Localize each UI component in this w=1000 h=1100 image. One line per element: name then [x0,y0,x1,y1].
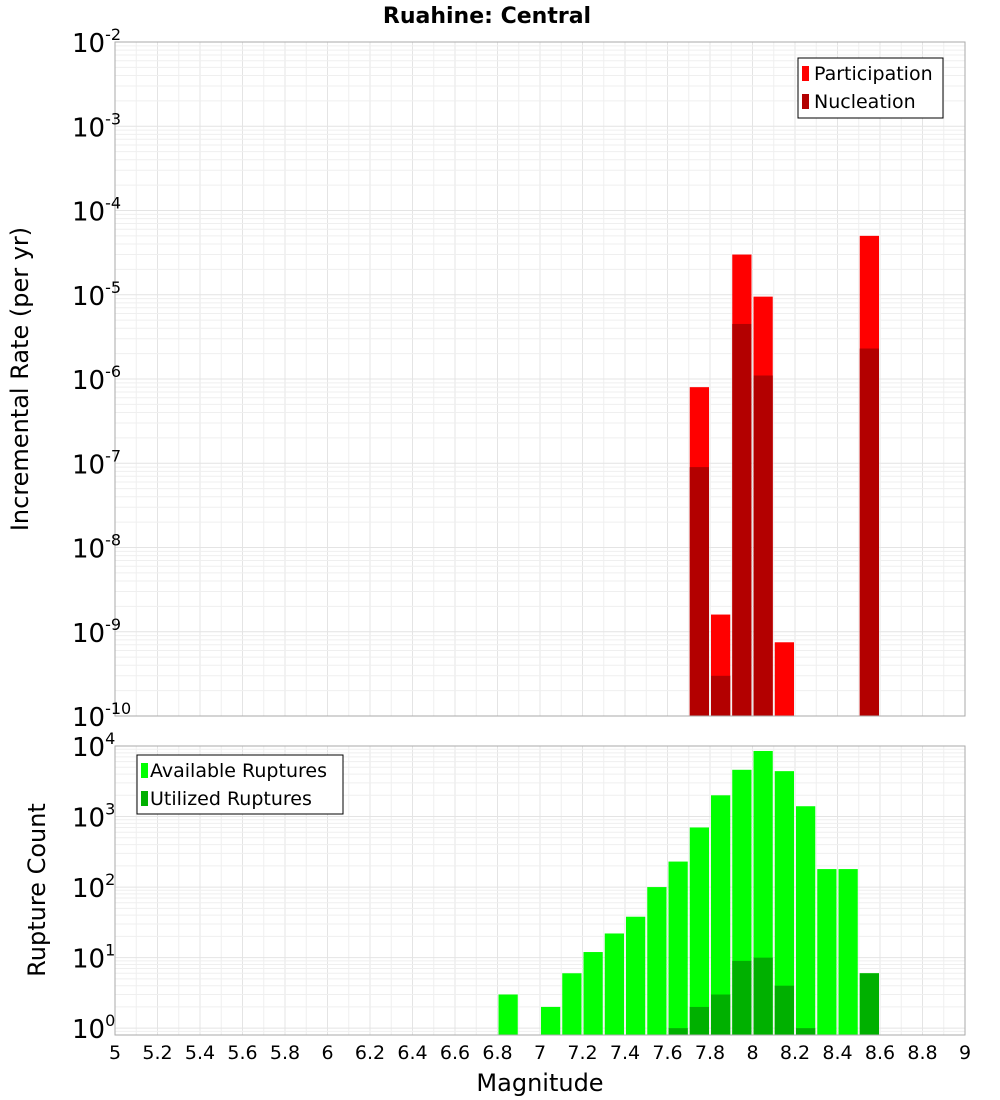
count-plot-frame [114,745,966,1036]
rate-y-ticks: 10-10 10-9 10-8 10-7 10-6 10-5 10-4 10-3 10-2 [72,25,131,733]
rate-legend: Participation Nucleation [797,57,944,119]
available-ruptures-bar [796,806,816,1035]
y-tick-label: 10-3 [72,109,121,143]
available-ruptures-bar [604,933,624,1035]
utilized-ruptures-bar [689,1006,709,1035]
y-tick-label: 10-5 [72,278,121,312]
legend-swatch-participation [802,66,809,81]
magnitude-x-ticks: 5 5.2 5.4 5.6 5.8 6 6.2 6.4 6.6 6.8 7 7.2 7.4 7.6 7.8 8… [109,1042,971,1064]
nucleation-bar [711,675,731,716]
available-ruptures-bar [626,916,646,1035]
available-ruptures-bar [838,869,858,1035]
chart-title: Ruahine: Central [383,4,591,29]
x-tick-label: 5.2 [142,1042,172,1064]
y-tick-label: 101 [72,941,115,975]
y-tick-label: 100 [72,1011,115,1045]
legend-swatch-available [141,763,148,778]
x-tick-label: 6.8 [482,1042,512,1064]
x-tick-label: 8.2 [780,1042,810,1064]
y-tick-label: 10-7 [72,446,121,480]
rate-plot-frame [114,41,966,717]
x-tick-label: 6.6 [440,1042,470,1064]
y-tick-label: 10-9 [72,615,121,649]
available-ruptures-bar [541,1006,561,1035]
utilized-ruptures-bar [859,973,879,1035]
utilized-ruptures-bar [711,994,731,1035]
x-axis-label: Magnitude [476,1069,603,1097]
count-y-axis-label: Rupture Count [23,803,51,977]
x-tick-label: 7.2 [567,1042,597,1064]
available-ruptures-bar [817,869,837,1035]
available-ruptures-bar [498,994,518,1035]
legend-label-available: Available Ruptures [150,760,327,782]
legend-label-utilized: Utilized Ruptures [150,788,312,810]
available-ruptures-bar [647,887,667,1035]
utilized-ruptures-bar [774,985,794,1035]
rate-panel: 10-10 10-9 10-8 10-7 10-6 10-5 10-4 10-3 10-2 In… [6,25,966,733]
available-ruptures-bar [668,861,688,1035]
x-tick-label: 8.6 [865,1042,895,1064]
rate-bars [689,235,879,717]
x-tick-label: 6.2 [355,1042,385,1064]
count-legend: Available Ruptures Utilized Ruptures [136,754,344,815]
nucleation-bar [859,348,879,716]
rate-grid [114,42,966,717]
x-tick-label: 7.8 [695,1042,725,1064]
x-tick-label: 8 [746,1042,758,1064]
nucleation-bar [689,467,709,716]
legend-label-participation: Participation [814,63,933,85]
nucleation-bar [753,375,773,716]
x-tick-label: 6 [321,1042,333,1064]
x-tick-label: 8.8 [907,1042,937,1064]
utilized-ruptures-bar [796,1028,816,1035]
y-tick-label: 10-4 [72,194,121,228]
available-ruptures-bar [562,973,582,1035]
available-ruptures-bar [583,952,603,1035]
count-panel: 100 101 102 103 104 5 5.2 5.4 5.6 5.8 6 6.2 6.4 6.6 6… [23,729,971,1097]
legend-swatch-utilized [141,791,148,806]
utilized-ruptures-bar [668,1028,688,1035]
nucleation-bar [732,323,752,716]
y-tick-label: 10-8 [72,531,121,565]
x-tick-label: 7.4 [610,1042,640,1064]
y-tick-label: 10-2 [72,25,121,59]
utilized-ruptures-bar [753,957,773,1035]
x-tick-label: 7 [534,1042,546,1064]
x-tick-label: 5.4 [185,1042,215,1064]
count-y-ticks: 100 101 102 103 104 [72,729,115,1045]
count-legend-box [136,754,344,815]
y-tick-label: 10-10 [72,699,131,733]
x-tick-label: 5.8 [270,1042,300,1064]
x-tick-label: 5 [109,1042,121,1064]
utilized-ruptures-bar [732,960,752,1035]
y-tick-label: 102 [72,870,115,904]
x-tick-label: 6.4 [397,1042,427,1064]
x-tick-label: 9 [959,1042,971,1064]
y-tick-label: 10-6 [72,362,121,396]
rate-y-axis-label: Incremental Rate (per yr) [6,227,34,531]
available-ruptures-bar [689,827,709,1035]
rate-legend-box [797,57,944,119]
participation-bar [774,642,794,716]
x-tick-label: 7.6 [652,1042,682,1064]
available-ruptures-bar [774,771,794,1035]
x-tick-label: 5.6 [227,1042,257,1064]
available-ruptures-bar [711,795,731,1035]
x-tick-label: 8.4 [822,1042,852,1064]
y-tick-label: 104 [72,729,115,763]
y-tick-label: 103 [72,800,115,834]
legend-swatch-nucleation [802,94,809,109]
count-bars [498,750,879,1035]
legend-label-nucleation: Nucleation [814,91,916,113]
